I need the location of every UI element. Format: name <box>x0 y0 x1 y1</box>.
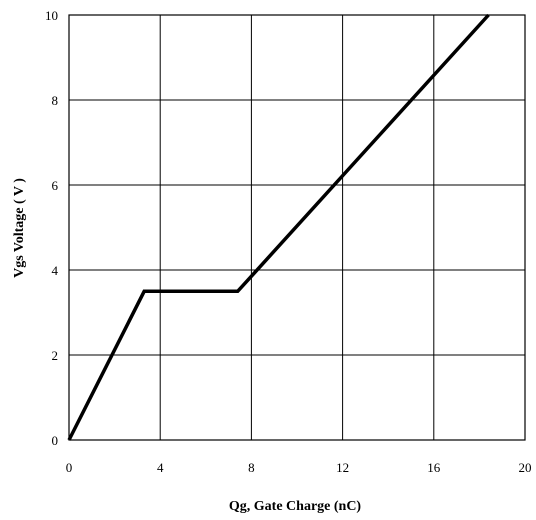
y-axis-title: Vgs Voltage ( V ) <box>12 178 27 278</box>
x-tick-label: 0 <box>66 460 73 475</box>
x-tick-label: 8 <box>248 460 255 475</box>
grid-lines <box>69 15 525 440</box>
plot-frame <box>68 14 526 441</box>
plot-border <box>68 14 526 441</box>
y-tick-label: 4 <box>52 263 59 278</box>
x-tick-label: 16 <box>427 460 441 475</box>
series-line <box>67 13 490 441</box>
y-tick-labels: 0 2 4 6 8 10 <box>45 8 59 448</box>
y-tick-label: 2 <box>52 348 59 363</box>
y-tick-label: 10 <box>45 8 58 23</box>
series-layer <box>67 13 490 441</box>
x-tick-label: 12 <box>336 460 349 475</box>
x-tick-labels: 0 4 8 12 16 20 <box>66 460 532 475</box>
y-tick-label: 6 <box>52 178 59 193</box>
x-tick-label: 20 <box>519 460 532 475</box>
y-tick-label: 8 <box>52 93 59 108</box>
x-tick-label: 4 <box>157 460 164 475</box>
x-axis-title: Qg, Gate Charge (nC) <box>229 499 362 514</box>
y-tick-label: 0 <box>52 433 59 448</box>
